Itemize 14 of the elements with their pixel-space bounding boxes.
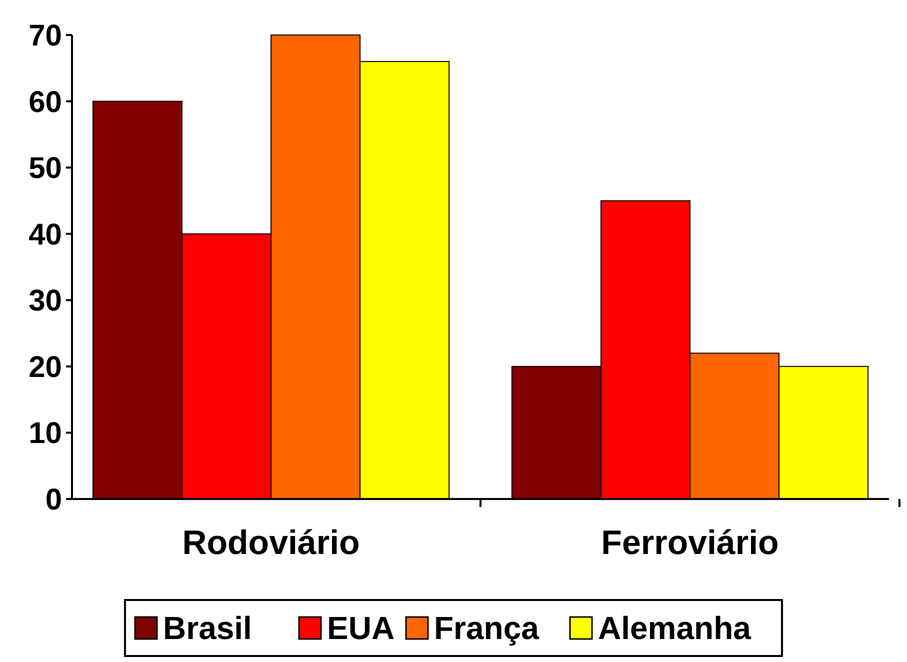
y-tick-label: 50: [28, 152, 62, 186]
y-tick-label: 40: [28, 218, 62, 252]
x-tick-label: Rodoviário: [182, 524, 360, 562]
legend-label: EUA: [327, 610, 395, 646]
legend-label: Brasil: [163, 610, 252, 646]
y-tick-label: 10: [28, 417, 62, 450]
legend-label: França: [434, 610, 540, 646]
x-tick-label: Ferroviário: [601, 524, 779, 562]
y-tick-label: 70: [28, 20, 62, 52]
y-tick-label: 0: [45, 484, 62, 516]
y-tick-label: 60: [28, 86, 62, 119]
legend-label: Alemanha: [598, 610, 752, 646]
y-tick-label: 30: [28, 284, 62, 318]
y-tick-label: 20: [28, 350, 62, 384]
